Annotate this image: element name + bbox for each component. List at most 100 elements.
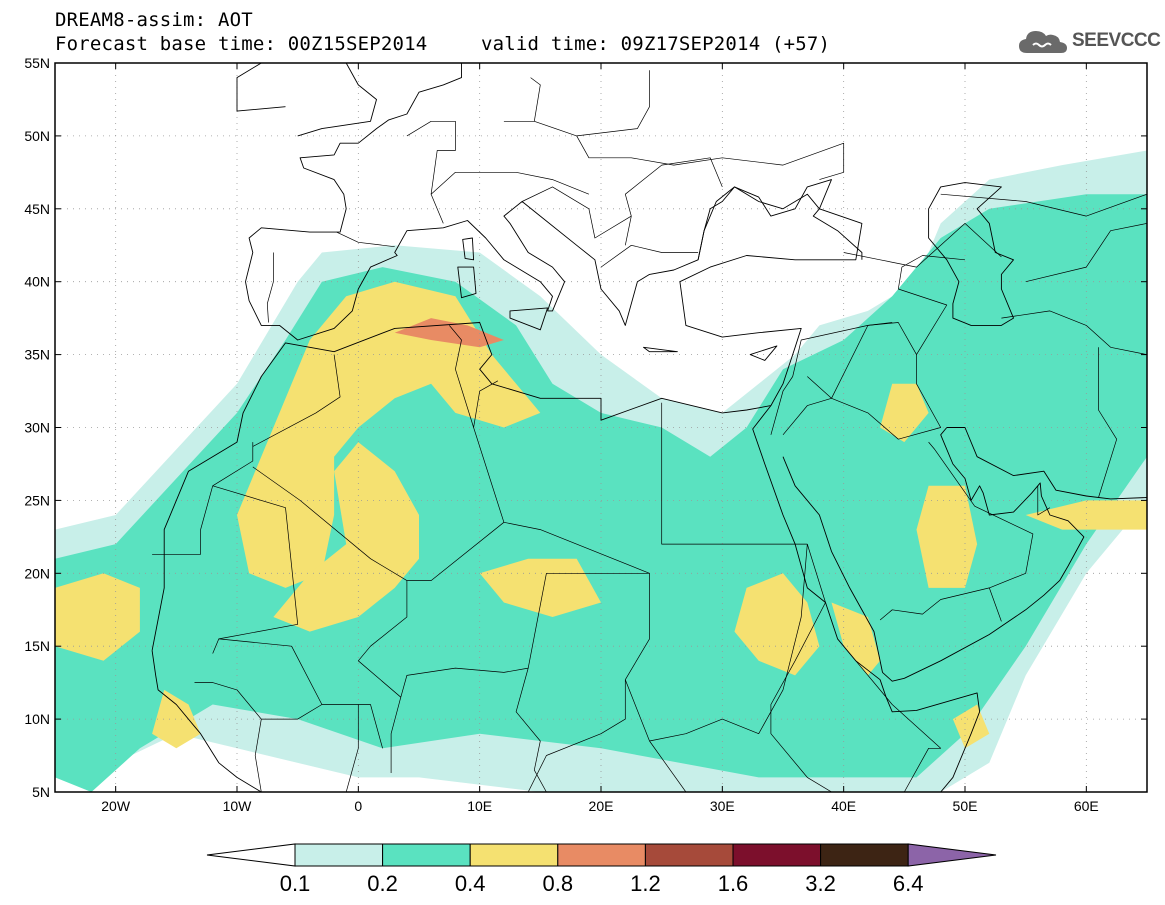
country-border — [406, 120, 456, 195]
coastline-sicily — [509, 307, 549, 331]
lon-label: 10E — [467, 798, 492, 814]
country-border — [1025, 223, 1147, 283]
country-border — [649, 544, 808, 742]
country-border — [661, 402, 808, 545]
aot-region-level-4 — [394, 318, 504, 348]
latitude-axis: 55N 50N 45N 40N 35N 30N 25N 20N 15N 10N 5N — [24, 55, 1147, 800]
country-borders — [152, 70, 1147, 792]
longitude-axis: 20W 10W 0 10E 20E 30E 40E 50E 60E — [101, 63, 1099, 814]
colorbar-segment — [294, 843, 384, 867]
logo-text: SEEVCCC — [1072, 30, 1161, 51]
colorbar-segment — [469, 843, 559, 867]
country-border — [336, 231, 395, 248]
country-border — [770, 543, 833, 792]
coastline-persia-coast — [946, 427, 1147, 500]
country-border — [843, 223, 1002, 268]
country-border — [624, 157, 723, 246]
coastline-caspian — [928, 182, 1014, 326]
country-border — [252, 354, 341, 447]
country-border — [530, 77, 541, 122]
country-border — [527, 679, 626, 792]
country-border — [576, 135, 845, 180]
country-border — [807, 322, 893, 399]
colorbar: 0.1 0.2 0.4 0.8 1.2 1.6 3.2 6.4 — [206, 843, 997, 896]
plot-area — [55, 63, 1147, 792]
country-border — [194, 682, 383, 749]
lat-label: 55N — [24, 55, 50, 71]
country-border — [940, 193, 1147, 217]
country-border — [879, 587, 990, 621]
colorbar-segment — [382, 843, 471, 867]
aot-region-level-3 — [55, 573, 140, 661]
cloud-icon — [1019, 31, 1067, 53]
country-border — [152, 442, 254, 555]
colorbar-label: 0.4 — [455, 871, 486, 896]
colorbar-under-arrow — [206, 843, 296, 867]
colorbar-segment — [820, 843, 909, 867]
lat-label: 35N — [24, 347, 50, 363]
lat-label: 20N — [24, 565, 50, 581]
aot-region-level-3 — [273, 442, 419, 632]
coastline-sardinia — [457, 266, 477, 299]
country-border — [1098, 347, 1118, 498]
coastline-cyprus — [749, 345, 778, 361]
coastline-africa-europe-mainland — [151, 63, 863, 651]
lat-label: 40N — [24, 274, 50, 290]
colorbar-segment — [557, 843, 646, 867]
lon-label: 40E — [831, 798, 856, 814]
lat-label: 45N — [24, 201, 50, 217]
country-border — [218, 638, 323, 705]
lat-label: 25N — [24, 492, 50, 508]
lon-label: 0 — [354, 798, 362, 814]
colorbar-label: 6.4 — [893, 871, 924, 896]
aot-region-level-3 — [152, 689, 201, 749]
country-border — [1001, 310, 1147, 355]
colorbar-label: 0.2 — [367, 871, 398, 896]
coastline-arabia-coast — [782, 427, 1085, 682]
lat-label: 30N — [24, 420, 50, 436]
colorbar-label: 3.2 — [805, 871, 836, 896]
colorbar-label: 1.2 — [630, 871, 661, 896]
country-border — [600, 244, 699, 268]
aot-region-level-3 — [1025, 500, 1147, 530]
country-border — [770, 322, 942, 440]
lon-label: 60E — [1074, 798, 1099, 814]
valid-time: valid time: 09Z17SEP2014 (+57) — [481, 33, 831, 55]
lat-label: 5N — [32, 784, 50, 800]
seevccc-logo: SEEVCCC — [1017, 26, 1161, 56]
coastlines — [151, 63, 1147, 792]
country-border — [345, 704, 359, 792]
country-border — [390, 697, 402, 773]
lon-label: 20W — [101, 798, 131, 814]
coastline-crete — [643, 346, 678, 353]
country-border — [357, 572, 650, 698]
coastline-black-sea-north — [697, 179, 863, 260]
country-border — [252, 466, 687, 792]
country-border — [449, 325, 474, 428]
country-border — [212, 485, 299, 654]
country-border — [521, 186, 632, 239]
colorbar-label: 1.6 — [718, 871, 749, 896]
coastline-gulf-of-guinea-coast — [151, 650, 262, 792]
lon-label: 30E — [710, 798, 735, 814]
country-border — [515, 668, 547, 792]
lon-label: 50E — [953, 798, 978, 814]
country-border — [503, 70, 650, 137]
lon-label: 20E — [589, 798, 614, 814]
aot-region-level-3 — [880, 383, 929, 443]
country-border — [473, 380, 505, 523]
map-title: DREAM8-assim: AOT — [55, 9, 253, 31]
colorbar-segment — [732, 843, 822, 867]
country-border — [254, 719, 262, 792]
lon-label: 10W — [223, 798, 253, 814]
country-border — [266, 252, 274, 323]
lat-label: 50N — [24, 128, 50, 144]
colorbar-label: 0.8 — [543, 871, 574, 896]
aot-region-level-3 — [952, 704, 990, 749]
country-border — [897, 255, 966, 355]
lat-label: 15N — [24, 638, 50, 654]
forecast-base-time: Forecast base time: 00Z15SEP2014 — [55, 33, 428, 55]
aot-region-level-3 — [916, 485, 978, 588]
colorbar-over-arrow — [907, 843, 997, 867]
